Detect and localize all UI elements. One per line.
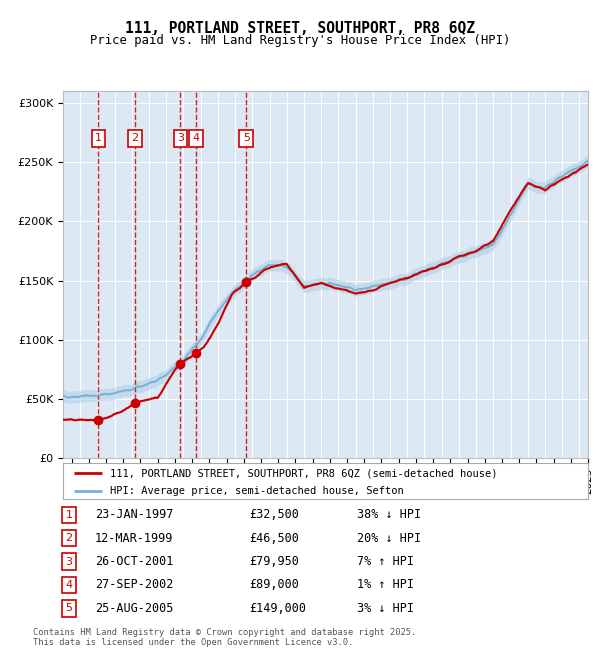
Text: 3: 3 [177, 133, 184, 144]
Text: 23-JAN-1997: 23-JAN-1997 [95, 508, 173, 521]
Text: £46,500: £46,500 [249, 532, 299, 545]
Text: 111, PORTLAND STREET, SOUTHPORT, PR8 6QZ: 111, PORTLAND STREET, SOUTHPORT, PR8 6QZ [125, 21, 475, 36]
Text: Price paid vs. HM Land Registry's House Price Index (HPI): Price paid vs. HM Land Registry's House … [90, 34, 510, 47]
Text: Contains HM Land Registry data © Crown copyright and database right 2025.
This d: Contains HM Land Registry data © Crown c… [33, 628, 416, 647]
Text: 4: 4 [65, 580, 73, 590]
Text: 3: 3 [65, 556, 73, 567]
Text: 1: 1 [95, 133, 102, 144]
Text: 111, PORTLAND STREET, SOUTHPORT, PR8 6QZ (semi-detached house): 111, PORTLAND STREET, SOUTHPORT, PR8 6QZ… [110, 468, 498, 478]
Text: 4: 4 [193, 133, 200, 144]
Text: £32,500: £32,500 [249, 508, 299, 521]
Text: 5: 5 [65, 603, 73, 614]
Text: 7% ↑ HPI: 7% ↑ HPI [357, 555, 414, 568]
Text: 38% ↓ HPI: 38% ↓ HPI [357, 508, 421, 521]
Text: 3% ↓ HPI: 3% ↓ HPI [357, 602, 414, 615]
Text: 1% ↑ HPI: 1% ↑ HPI [357, 578, 414, 592]
Text: HPI: Average price, semi-detached house, Sefton: HPI: Average price, semi-detached house,… [110, 486, 404, 497]
Text: £149,000: £149,000 [249, 602, 306, 615]
Text: 1: 1 [65, 510, 73, 520]
Text: 12-MAR-1999: 12-MAR-1999 [95, 532, 173, 545]
Text: £89,000: £89,000 [249, 578, 299, 592]
Text: 5: 5 [243, 133, 250, 144]
Text: 25-AUG-2005: 25-AUG-2005 [95, 602, 173, 615]
Text: 2: 2 [131, 133, 139, 144]
Text: 2: 2 [65, 533, 73, 543]
Text: 26-OCT-2001: 26-OCT-2001 [95, 555, 173, 568]
Text: £79,950: £79,950 [249, 555, 299, 568]
Text: 20% ↓ HPI: 20% ↓ HPI [357, 532, 421, 545]
Text: 27-SEP-2002: 27-SEP-2002 [95, 578, 173, 592]
